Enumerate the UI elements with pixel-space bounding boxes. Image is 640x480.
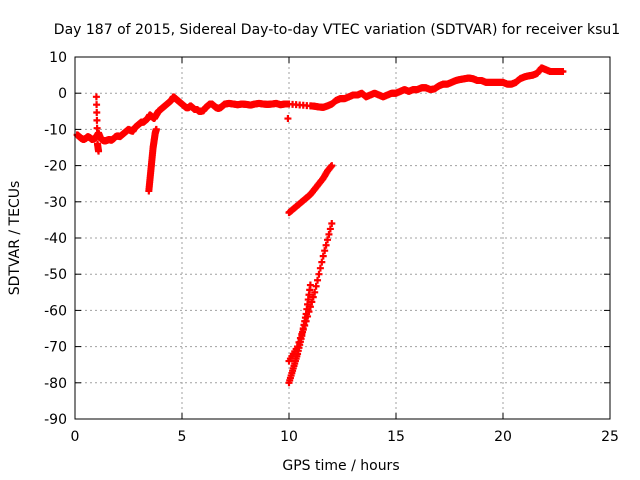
series-drop-near-3-6h (145, 125, 160, 195)
data-point (328, 220, 336, 228)
chart-title: Day 187 of 2015, Sidereal Day-to-day VTE… (54, 22, 620, 38)
y-tick-label: -50 (44, 267, 67, 283)
data-point (93, 101, 101, 109)
data-point (316, 264, 324, 272)
data-point (324, 236, 332, 244)
data-point (296, 334, 304, 342)
data-point (559, 67, 567, 75)
data-point (325, 230, 333, 238)
y-tick-label: -40 (44, 231, 67, 247)
y-tick-label: -20 (44, 159, 67, 175)
data-point (93, 132, 101, 140)
data-point (318, 258, 326, 266)
data-point (319, 252, 327, 260)
x-tick-label: 0 (71, 429, 80, 445)
data-points (73, 64, 567, 387)
data-point (326, 225, 334, 233)
data-point (304, 312, 312, 320)
y-tick-label: -80 (44, 376, 67, 392)
axis-ticks: 0 5 10 15 20 25 10 0 -10 -20 -30 -40 -50 -60 -70 -80 -90 (44, 50, 619, 445)
grid-lines (75, 57, 610, 419)
data-point (306, 303, 314, 311)
data-point (93, 116, 101, 124)
x-tick-label: 10 (280, 429, 298, 445)
data-point (321, 247, 329, 255)
y-tick-label: 0 (58, 86, 67, 102)
data-point (93, 124, 101, 132)
x-tick-label: 15 (387, 429, 405, 445)
y-tick-label: -70 (44, 340, 67, 356)
plot-frame (74, 56, 611, 420)
data-point (295, 338, 303, 346)
series-steep-trace-b (285, 220, 336, 365)
data-point (322, 241, 330, 249)
data-point (301, 321, 309, 329)
data-point (93, 109, 101, 117)
data-point (294, 343, 302, 351)
data-point (311, 288, 319, 296)
data-point (95, 147, 103, 155)
series-small-spikes (92, 93, 292, 155)
data-point (298, 330, 306, 338)
series-main-trace (73, 64, 567, 145)
data-point (305, 308, 313, 316)
x-tick-label: 5 (178, 429, 187, 445)
data-point (308, 298, 316, 306)
data-point (92, 93, 100, 101)
x-tick-label: 25 (601, 429, 619, 445)
y-tick-label: -30 (44, 195, 67, 211)
y-tick-label: -60 (44, 303, 67, 319)
y-tick-label: -90 (44, 412, 67, 428)
data-point (302, 317, 310, 325)
y-tick-label: 10 (49, 50, 67, 66)
data-point (312, 282, 320, 290)
data-point (314, 276, 322, 284)
data-point (328, 162, 336, 170)
data-point (284, 115, 292, 123)
data-point (152, 125, 160, 133)
series-arc-10-12h (285, 162, 336, 217)
data-point (309, 293, 317, 301)
y-axis-label: SDTVAR / TECUs (7, 181, 23, 296)
x-axis-label: GPS time / hours (282, 458, 399, 474)
x-tick-label: 20 (494, 429, 512, 445)
y-tick-label: -10 (44, 122, 67, 138)
data-point (306, 281, 314, 289)
data-point (315, 270, 323, 278)
data-point (299, 326, 307, 334)
